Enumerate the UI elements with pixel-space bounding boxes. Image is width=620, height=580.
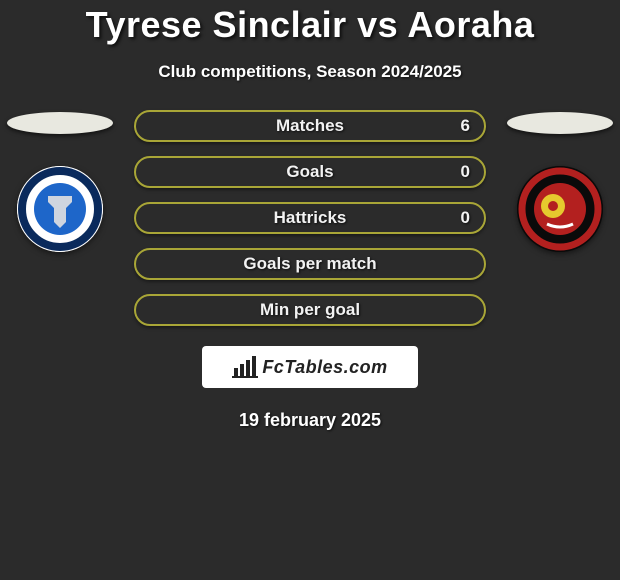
stat-label: Matches (276, 116, 344, 136)
stat-label: Hattricks (274, 208, 347, 228)
stat-bar-hattricks: Hattricks 0 (134, 202, 486, 234)
rochdale-logo-icon (17, 166, 103, 252)
stat-bar-gpm: Goals per match (134, 248, 486, 280)
comparison-row: Matches 6 Goals 0 Hattricks 0 Goals per … (0, 110, 620, 326)
stat-bar-mpg: Min per goal (134, 294, 486, 326)
stats-column: Matches 6 Goals 0 Hattricks 0 Goals per … (120, 110, 500, 326)
right-club-logo (517, 166, 603, 252)
left-player-col (0, 110, 120, 252)
right-player-ellipse (507, 112, 613, 134)
stat-bar-matches: Matches 6 (134, 110, 486, 142)
stat-bar-goals: Goals 0 (134, 156, 486, 188)
stat-value-right: 0 (461, 162, 470, 182)
stat-value-right: 0 (461, 208, 470, 228)
stat-value-right: 6 (461, 116, 470, 136)
branding-badge: FcTables.com (202, 346, 418, 388)
right-player-col (500, 110, 620, 252)
left-club-logo (17, 166, 103, 252)
ebbsfleet-logo-icon (517, 166, 603, 252)
stat-label: Goals per match (243, 254, 376, 274)
stat-label: Min per goal (260, 300, 360, 320)
stat-label: Goals (286, 162, 333, 182)
subtitle: Club competitions, Season 2024/2025 (158, 62, 461, 82)
chart-icon (232, 356, 258, 378)
branding-text: FcTables.com (262, 357, 387, 378)
left-player-ellipse (7, 112, 113, 134)
footer-date: 19 february 2025 (239, 410, 381, 431)
page-title: Tyrese Sinclair vs Aoraha (86, 4, 535, 46)
